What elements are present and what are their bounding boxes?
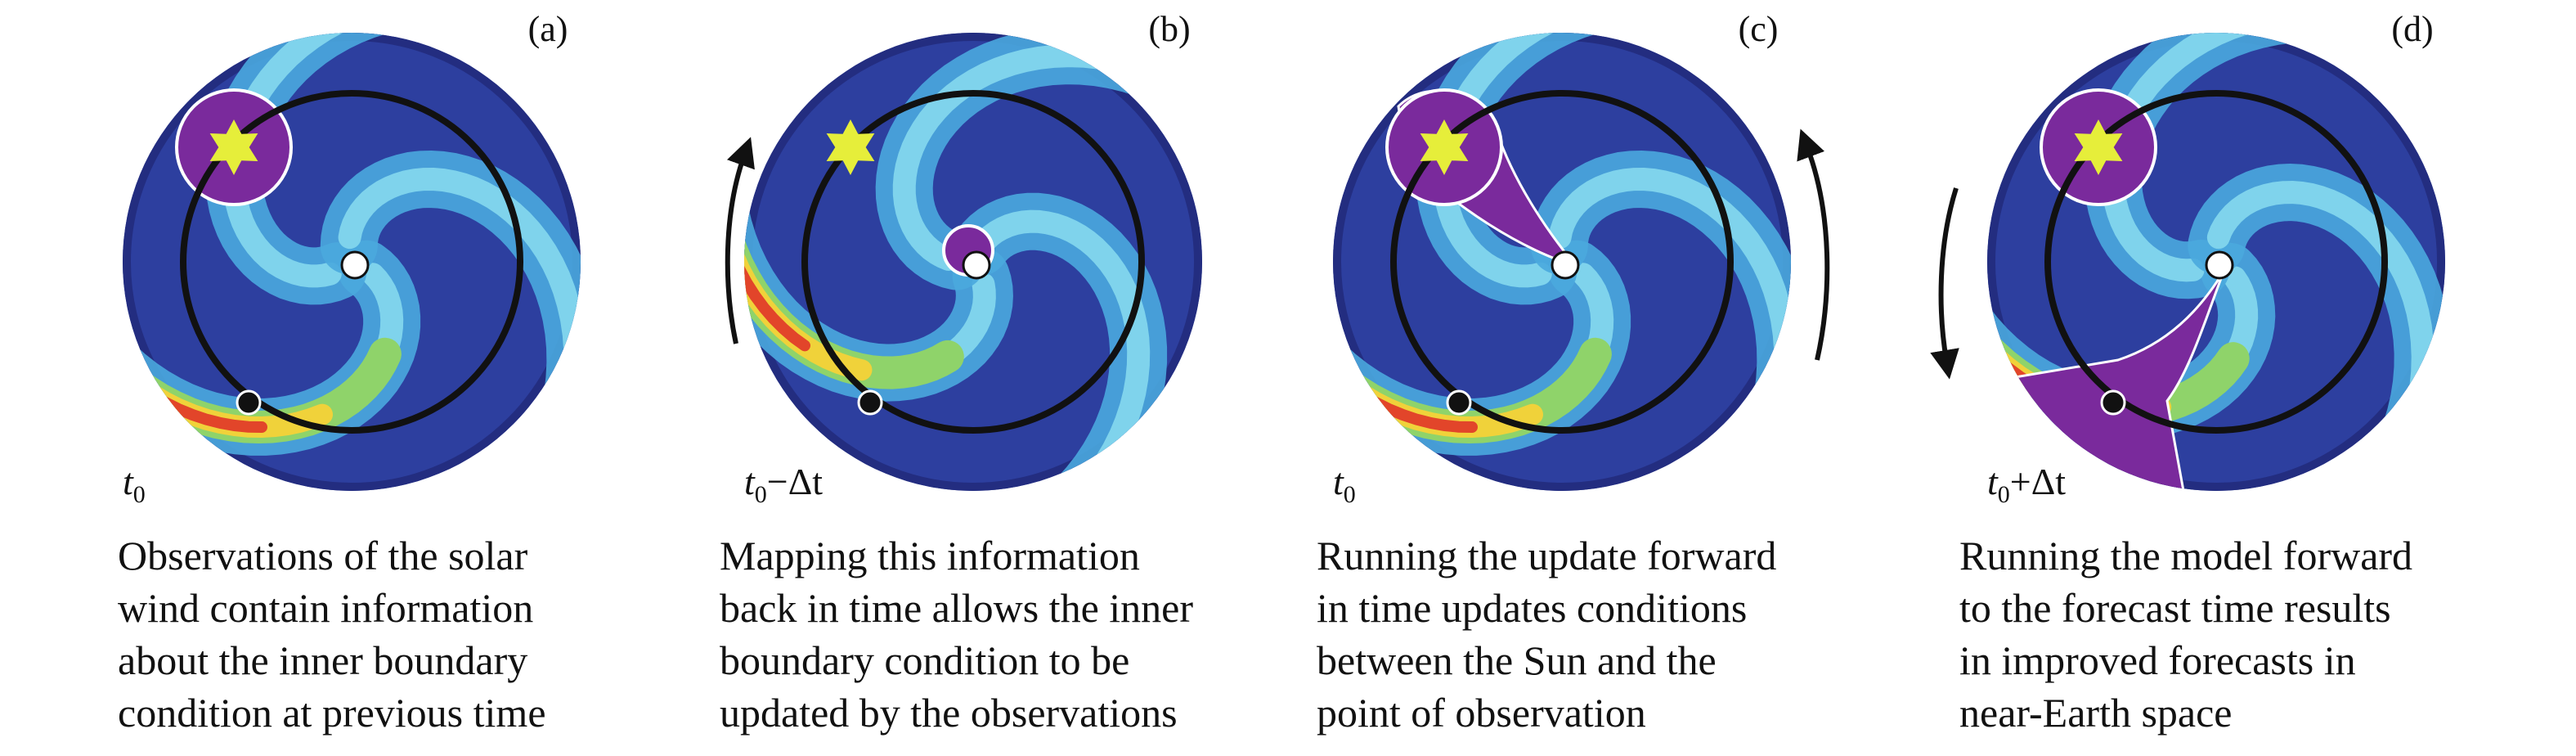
time-offset: +Δt (2010, 461, 2067, 502)
earth (1446, 389, 1472, 416)
earth-orbit (1390, 90, 1734, 434)
caption-line: between the Sun and the (1317, 637, 1717, 683)
panel (1333, 33, 1830, 491)
time-label: t0−Δt (744, 461, 823, 508)
caption-line: about the inner boundary (118, 637, 527, 683)
panel (725, 33, 1202, 491)
caption-line: condition at previous time (118, 690, 546, 736)
sun (340, 250, 370, 280)
earth-orbit (2044, 90, 2388, 434)
panel-label: (b) (1148, 9, 1190, 49)
time-label: t0+Δt (1987, 461, 2066, 508)
arms-rot (744, 33, 1202, 491)
panel-label: (a) (528, 9, 568, 49)
time-subscript: 0 (755, 481, 767, 508)
caption-line: in time updates conditions (1317, 585, 1747, 631)
sun (2205, 250, 2234, 280)
caption-line: Observations of the solar (118, 533, 528, 578)
caption-line: updated by the observations (720, 690, 1178, 736)
time-subscript: 0 (133, 481, 146, 508)
sun (1551, 250, 1580, 280)
forward-arrow (1797, 128, 1830, 361)
caption-line: Running the model forward (1959, 533, 2412, 578)
time-subscript: 0 (1998, 481, 2010, 508)
arm-red (744, 110, 811, 352)
time-label: t0 (1333, 461, 1356, 508)
caption-line: to the forecast time results (1959, 585, 2391, 631)
panel (1930, 33, 2445, 491)
spacecraft-star (209, 119, 258, 175)
panel-label: (c) (1739, 9, 1779, 49)
spacecraft-star (826, 119, 875, 175)
time-symbol: t (123, 461, 134, 502)
spacecraft-star (2074, 119, 2123, 175)
panel-label: (d) (2391, 9, 2433, 49)
caption-line: near-Earth space (1959, 690, 2233, 736)
sun (962, 250, 991, 280)
time-symbol: t (1333, 461, 1344, 502)
time-offset: −Δt (767, 461, 824, 502)
backward-arrow (725, 137, 755, 344)
caption-line: boundary condition to be (720, 637, 1129, 683)
panel (123, 33, 581, 491)
caption-line: wind contain information (118, 585, 533, 631)
time-subscript: 0 (1344, 481, 1356, 508)
time-label: t0 (123, 461, 146, 508)
earth (236, 389, 262, 416)
caption-line: Running the update forward (1317, 533, 1776, 578)
earth (857, 389, 883, 416)
earth-orbit (801, 90, 1145, 434)
spiral-arms (744, 33, 1202, 491)
caption-line: point of observation (1317, 690, 1646, 736)
earth (2100, 389, 2126, 416)
time-symbol: t (1987, 461, 1999, 502)
caption-line: in improved forecasts in (1959, 637, 2356, 683)
caption-line: back in time allows the inner (720, 585, 1193, 631)
earth-orbit (180, 90, 523, 434)
spacecraft-star (1420, 119, 1469, 175)
caption-line: Mapping this information (720, 533, 1140, 578)
time-symbol: t (744, 461, 756, 502)
forecast-arrow (1930, 187, 1959, 380)
